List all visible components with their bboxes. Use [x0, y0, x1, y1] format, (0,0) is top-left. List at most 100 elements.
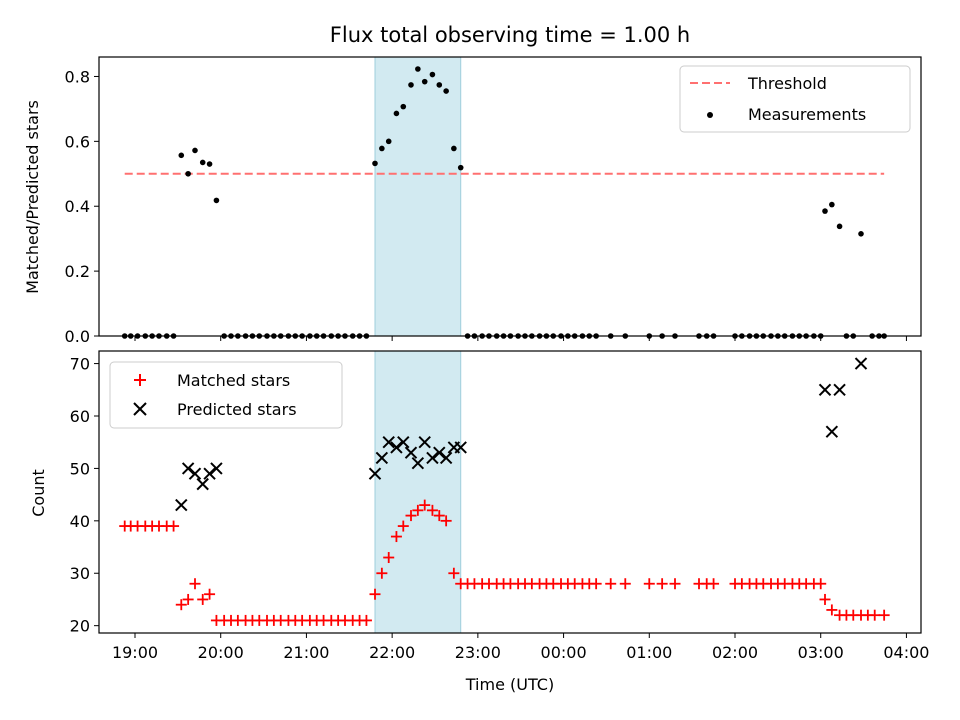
- matched-star-point: [419, 499, 431, 511]
- legend-matched-label: Matched stars: [177, 371, 290, 390]
- measurement-point: [393, 110, 400, 117]
- predicted-star-point: [426, 451, 439, 465]
- predicted-star-point: [818, 383, 832, 396]
- y-tick-label: 0.8: [65, 67, 90, 86]
- matched-star-point: [168, 520, 180, 532]
- measurement-point: [178, 152, 185, 159]
- measurement-point: [858, 231, 864, 237]
- predicted-star-point: [411, 456, 425, 470]
- measurement-point: [415, 66, 421, 72]
- measurement-point: [822, 208, 828, 214]
- y-tick-label: 60: [70, 407, 90, 426]
- predicted-star-point: [439, 451, 453, 465]
- matched-star-point: [189, 578, 201, 590]
- legend-predicted-swatch: [133, 402, 147, 416]
- predicted-star-point: [390, 441, 403, 454]
- predicted-star-point: [181, 462, 195, 475]
- bottom-panel: 20 30 40 50 60 70 19:00 20:00 21:00 22:00 23:00 00…: [29, 350, 929, 694]
- legend-measurements-label: Measurements: [748, 105, 866, 124]
- predicted-star-point: [188, 467, 202, 480]
- measurement-point: [385, 138, 392, 145]
- legend-predicted-label: Predicted stars: [177, 400, 297, 419]
- bottom-legend-box: [109, 361, 343, 429]
- matched-star-point: [878, 609, 890, 621]
- matched-star-point: [360, 614, 372, 626]
- y-tick-label: 0.2: [65, 262, 90, 281]
- y-tick-label: 0.4: [65, 197, 90, 216]
- matched-star-point: [175, 599, 187, 611]
- measurement-point: [192, 147, 198, 154]
- y-tick-label: 50: [70, 459, 90, 478]
- top-y-axis-label: Matched/Predicted stars: [23, 100, 42, 294]
- matched-star-point: [376, 567, 388, 579]
- y-tick-label: 20: [70, 617, 90, 636]
- measurement-point: [421, 78, 428, 85]
- predicted-star-point: [382, 435, 395, 449]
- x-axis-label: Time (UTC): [465, 675, 554, 694]
- x-tick-label: 00:00: [541, 643, 587, 662]
- matched-star-point: [433, 510, 445, 522]
- predicted-star-point: [375, 451, 389, 465]
- x-tick-label: 19:00: [112, 643, 158, 662]
- matched-star-point: [440, 515, 452, 527]
- top-panel-frame: [98, 56, 922, 337]
- matched-star-point: [619, 578, 631, 590]
- x-tick-label: 02:00: [712, 643, 758, 662]
- measurement-point: [400, 103, 407, 110]
- y-tick-label: 30: [70, 564, 90, 583]
- matched-star-point: [590, 578, 602, 590]
- matched-star-point: [819, 593, 831, 605]
- bottom-panel-frame: [98, 350, 922, 634]
- highlight-span: [374, 56, 462, 337]
- predicted-star-point: [833, 383, 846, 396]
- x-tick-label: 01:00: [626, 643, 672, 662]
- measurement-point: [206, 161, 213, 167]
- x-tick-label: 20:00: [198, 643, 244, 662]
- matched-star-point: [426, 504, 438, 516]
- predicted-star-point: [368, 467, 382, 480]
- measurement-point: [408, 82, 414, 88]
- predicted-star-point: [196, 477, 209, 491]
- matched-star-point: [397, 520, 409, 532]
- matched-star-point: [605, 578, 617, 590]
- predicted-star-point: [397, 435, 410, 449]
- matched-star-point: [383, 552, 395, 564]
- legend-measurements-swatch: [707, 112, 713, 118]
- top-legend: Threshold Measurements: [679, 65, 911, 133]
- predicted-star-point: [825, 425, 839, 438]
- x-tick-label: 03:00: [798, 643, 844, 662]
- predicted-star-point: [454, 441, 467, 454]
- x-tick-label: 23:00: [455, 643, 501, 662]
- predicted-star-point: [433, 446, 446, 459]
- matched-star-point: [656, 578, 668, 590]
- measurement-point: [213, 197, 220, 204]
- predicted-star-point: [175, 498, 188, 512]
- matched-star-point: [405, 510, 417, 522]
- matched-star-point: [448, 567, 460, 579]
- matched-star-point: [815, 578, 827, 590]
- matched-star-point: [869, 609, 881, 621]
- predicted-star-point: [854, 357, 868, 370]
- predicted-star-point: [210, 462, 223, 475]
- matched-star-point: [412, 504, 424, 516]
- legend-threshold-label: Threshold: [747, 74, 827, 93]
- measurement-point: [836, 223, 843, 230]
- measurement-point: [443, 88, 449, 94]
- measurement-point: [436, 82, 443, 88]
- measurement-point: [829, 201, 835, 208]
- measurement-point: [199, 159, 206, 166]
- matched-star-point: [197, 593, 209, 605]
- matched-star-point: [669, 578, 681, 590]
- matched-star-point: [204, 588, 216, 600]
- measurement-point: [372, 160, 378, 167]
- matched-star-point: [708, 578, 720, 590]
- bottom-y-axis-label: Count: [29, 469, 48, 517]
- top-legend-box: [679, 65, 911, 133]
- y-tick-label: 40: [70, 512, 90, 531]
- y-tick-label: 0.6: [65, 132, 90, 151]
- measurement-point: [429, 71, 436, 78]
- matched-star-point: [390, 531, 402, 543]
- predicted-star-point: [404, 446, 418, 459]
- bottom-legend: Matched stars Predicted stars: [109, 361, 343, 429]
